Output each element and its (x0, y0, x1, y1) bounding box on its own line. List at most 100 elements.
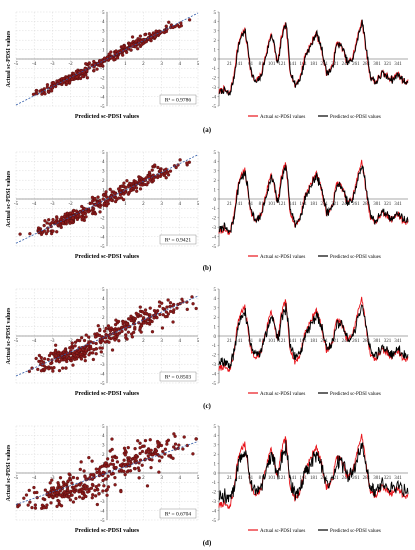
ts-x-tick-label: 241 (342, 62, 350, 67)
data-point (145, 183, 149, 187)
data-point (42, 357, 47, 361)
data-point (151, 173, 156, 177)
data-point (107, 340, 111, 344)
data-point (67, 472, 71, 476)
x-tick-label: -3 (50, 62, 55, 67)
data-point (93, 196, 97, 201)
y-tick-label: 2 (102, 179, 105, 184)
x-tick-label: -3 (50, 339, 55, 344)
data-point (62, 483, 66, 488)
data-point (101, 197, 105, 201)
data-point (49, 351, 53, 355)
data-point (132, 466, 137, 471)
data-point (27, 488, 31, 493)
data-point (168, 454, 173, 458)
ts-y-tick-label: -3 (212, 226, 217, 231)
data-point (70, 481, 74, 485)
data-point (161, 449, 165, 454)
ts-x-tick-label: 321 (384, 62, 392, 67)
data-point (133, 447, 137, 451)
data-point (52, 491, 57, 496)
data-point (90, 496, 94, 500)
data-point (172, 432, 176, 436)
data-point (158, 169, 162, 173)
data-point (133, 317, 138, 321)
ts-x-tick-label: 101 (268, 476, 276, 481)
x-tick-label: 2 (142, 202, 145, 207)
y-tick-label: 5 (102, 288, 105, 293)
x-tick-label: 1 (124, 62, 127, 67)
data-point (40, 359, 44, 363)
data-point (108, 187, 112, 191)
x-tick-label: 4 (179, 339, 182, 344)
data-point (42, 223, 46, 228)
data-point (33, 506, 38, 510)
data-point (70, 211, 75, 215)
data-point (106, 324, 111, 328)
ts-x-tick-label: 261 (352, 62, 360, 67)
ts-y-tick-label: -1 (212, 67, 217, 72)
data-point (97, 469, 101, 474)
y-tick-label: 3 (102, 170, 105, 175)
ts-x-tick-label: 261 (352, 476, 360, 481)
data-point (138, 187, 143, 191)
x-tick-label: 3 (160, 339, 163, 344)
data-point (132, 330, 136, 335)
data-point (139, 330, 143, 334)
data-point (91, 357, 96, 362)
ts-y-tick-label: -4 (212, 235, 217, 240)
ts-y-tick-label: -3 (212, 86, 217, 91)
ts-x-tick-label: 301 (373, 62, 381, 67)
data-point (113, 483, 117, 487)
data-point (164, 310, 169, 314)
data-point (95, 67, 99, 71)
data-point (92, 68, 96, 73)
x-tick-label: 3 (160, 202, 163, 207)
data-point (148, 320, 152, 324)
scatter-y-title: Actual sc-PDSI values (6, 170, 12, 227)
data-point (75, 75, 79, 79)
data-point (153, 163, 157, 167)
data-point (83, 359, 87, 363)
data-point (144, 311, 148, 315)
data-point (159, 443, 164, 448)
data-point (143, 33, 147, 37)
data-point (110, 437, 114, 441)
legend-actual-label: Actual sc-PDSI values (260, 392, 305, 397)
data-point (100, 464, 105, 468)
data-point (157, 459, 162, 463)
ts-y-tick-label: 3 (214, 307, 217, 312)
data-point (54, 343, 58, 347)
x-tick-label: 4 (179, 476, 182, 481)
ts-x-tick-label: 321 (384, 339, 392, 344)
data-point (113, 475, 117, 480)
data-point (148, 306, 152, 310)
data-point (123, 453, 127, 457)
ts-y-tick-label: 4 (214, 160, 217, 165)
data-point (57, 79, 61, 83)
data-point (83, 475, 87, 479)
actual-series-line (218, 19, 409, 96)
data-point (150, 458, 154, 462)
data-point (121, 53, 125, 57)
data-point (75, 217, 80, 221)
data-point (51, 229, 55, 233)
actual-series-line (218, 159, 409, 236)
data-point (82, 469, 86, 473)
data-point (26, 503, 30, 507)
ts-y-tick-label: 5 (214, 151, 217, 156)
ts-x-tick-label: 321 (384, 476, 392, 481)
data-point (113, 335, 117, 339)
data-point (99, 350, 103, 354)
data-point (102, 56, 107, 60)
scatter-y-title: Actual sc-PDSI values (6, 30, 12, 87)
data-point (45, 503, 49, 507)
data-point (102, 329, 107, 333)
data-point (123, 472, 127, 477)
data-point (187, 18, 192, 22)
data-point (132, 185, 137, 189)
data-point (49, 361, 53, 366)
data-point (119, 463, 123, 467)
data-point (104, 326, 108, 331)
